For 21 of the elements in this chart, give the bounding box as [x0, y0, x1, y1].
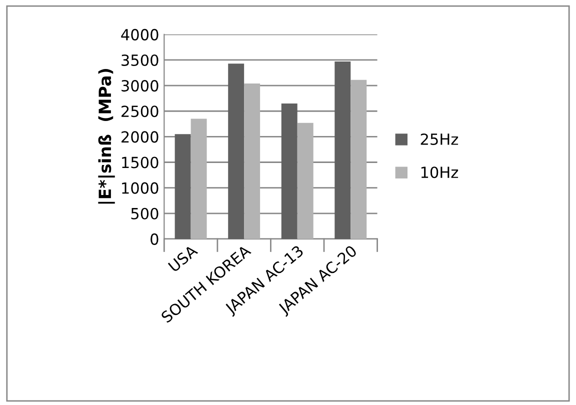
legend-label: 25Hz	[420, 133, 458, 146]
bar	[228, 64, 244, 239]
y-tick-label: 1500	[122, 156, 158, 168]
y-tick-label: 2500	[122, 106, 158, 118]
y-axis-title: |E*|sinß (MPa)	[98, 69, 115, 204]
y-tick-label: 1000	[122, 182, 158, 194]
bar	[334, 62, 351, 239]
bar	[190, 118, 207, 239]
bar	[297, 122, 314, 239]
y-tick-label: 2000	[122, 131, 158, 143]
y-tick-label: 3000	[122, 80, 158, 92]
bar	[174, 134, 191, 239]
y-tick-label: 0	[150, 233, 158, 245]
bar	[350, 80, 367, 239]
y-tick-label: 500	[131, 208, 158, 220]
bar	[281, 103, 298, 239]
bar	[244, 84, 260, 239]
legend-label: 10Hz	[421, 166, 458, 178]
x-tick-label: USA	[168, 244, 198, 272]
y-tick-label: 4000	[121, 28, 158, 40]
y-tick-label: 3500	[122, 54, 158, 66]
